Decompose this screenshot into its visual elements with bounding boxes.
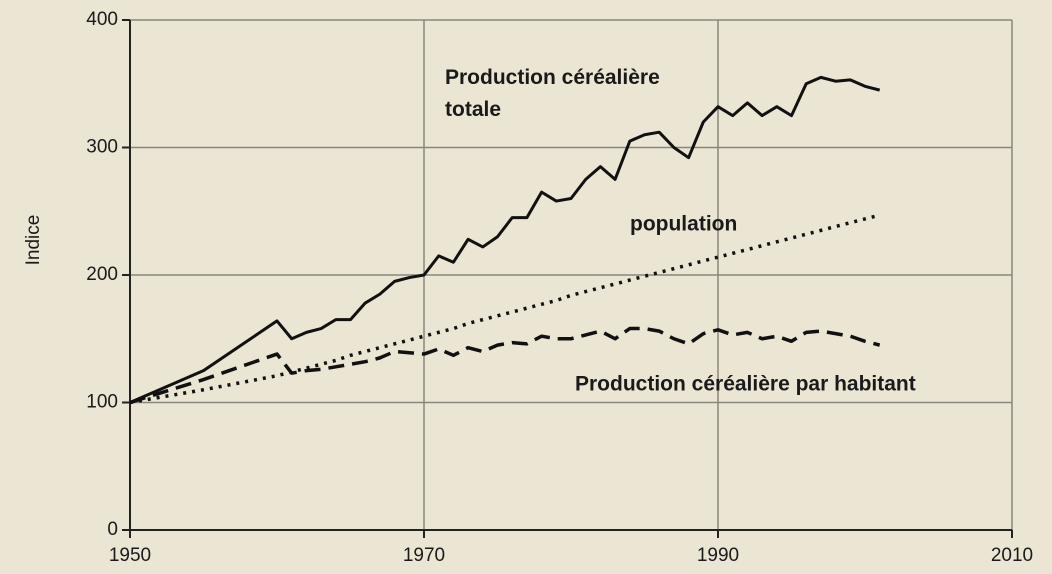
series-label: population <box>630 213 737 236</box>
y-tick-label: 100 <box>86 392 118 413</box>
x-tick-label: 2010 <box>991 545 1033 566</box>
series-label: Production céréalière totale <box>445 66 660 121</box>
x-tick-label: 1970 <box>403 545 445 566</box>
x-tick-label: 1950 <box>109 545 151 566</box>
y-axis-label: Indice <box>23 215 44 266</box>
y-tick-label: 0 <box>107 519 118 540</box>
line-series <box>129 75 881 404</box>
series-label: Production céréalière par habitant <box>575 373 916 396</box>
y-tick-label: 400 <box>86 9 118 30</box>
y-tick-label: 300 <box>86 137 118 158</box>
line-series <box>129 326 881 405</box>
x-tick-label: 1990 <box>697 545 739 566</box>
y-tick-label: 200 <box>86 264 118 285</box>
